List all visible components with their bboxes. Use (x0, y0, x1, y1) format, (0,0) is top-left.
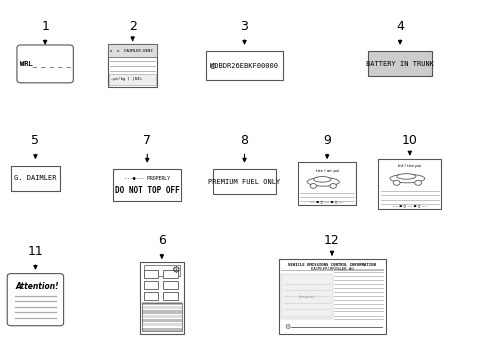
Text: DO NOT TOP OFF: DO NOT TOP OFF (115, 186, 179, 195)
Bar (142, 310, 182, 314)
Text: ---●--- PROPERLY: ---●--- PROPERLY (124, 176, 170, 181)
Bar (212, 169, 276, 194)
Text: Attention!: Attention! (15, 282, 59, 291)
Text: e  n  DAIMLER-BENZ: e n DAIMLER-BENZ (110, 49, 152, 53)
Ellipse shape (389, 174, 424, 183)
Bar (142, 319, 182, 322)
Text: WDBDR26EBKF00000: WDBDR26EBKF00000 (210, 63, 278, 69)
Text: 1: 1 (41, 20, 49, 33)
Text: ---- ● ○ ---- ● ○ ----: ---- ● ○ ---- ● ○ ---- (310, 200, 344, 204)
Bar (142, 315, 182, 318)
Bar (108, 44, 157, 87)
Circle shape (329, 184, 336, 188)
Bar (108, 44, 157, 57)
Text: 6: 6 (158, 234, 165, 247)
Bar (143, 270, 158, 278)
Bar (142, 306, 182, 309)
Bar (142, 323, 182, 327)
Bar (377, 158, 441, 208)
Bar (143, 281, 158, 289)
Bar (368, 51, 431, 76)
Bar (163, 292, 178, 300)
Ellipse shape (306, 177, 339, 186)
Bar (163, 281, 178, 289)
Text: DAIMLERCHRYSLER AG: DAIMLERCHRYSLER AG (310, 267, 353, 271)
Bar (142, 303, 182, 331)
Circle shape (309, 184, 316, 188)
FancyBboxPatch shape (17, 45, 73, 83)
Bar (11, 166, 60, 191)
Bar (143, 265, 180, 276)
Text: 12: 12 (324, 234, 339, 247)
Text: 10: 10 (401, 134, 417, 147)
Bar (142, 302, 182, 305)
Text: tire / air psi: tire / air psi (315, 168, 338, 172)
FancyBboxPatch shape (7, 274, 63, 326)
Text: 2: 2 (128, 20, 136, 33)
Bar (113, 169, 181, 202)
Ellipse shape (396, 174, 415, 179)
Text: WRL_ _ _ _ _: WRL_ _ _ _ _ (20, 60, 70, 67)
Text: 5: 5 (31, 134, 40, 147)
Bar (205, 51, 283, 80)
Text: 9: 9 (323, 134, 330, 147)
Text: G. DAIMLER: G. DAIMLER (14, 175, 57, 181)
Text: ○: ○ (209, 63, 215, 69)
Bar (140, 262, 183, 334)
Text: ---- ● ○ ---- ● ○ ----: ---- ● ○ ---- ● ○ ---- (392, 203, 426, 207)
Text: 4: 4 (395, 20, 403, 33)
Text: —pt/kg | |04%: —pt/kg | |04% (111, 77, 142, 81)
Text: ⚙: ⚙ (284, 324, 290, 330)
Bar (297, 162, 356, 205)
Text: PREMIUM FUEL ONLY: PREMIUM FUEL ONLY (208, 179, 280, 185)
Ellipse shape (313, 176, 330, 182)
Circle shape (414, 180, 421, 185)
Bar (278, 258, 385, 334)
Text: BATTERY IN TRUNK: BATTERY IN TRUNK (366, 61, 433, 67)
Text: ⚙: ⚙ (171, 265, 180, 275)
Text: [engine]: [engine] (298, 295, 315, 299)
Text: 11: 11 (27, 245, 43, 258)
Text: Inf / tire psi: Inf / tire psi (397, 164, 421, 168)
Text: VEHICLE EMISSIONS CONTROL INFORMATION: VEHICLE EMISSIONS CONTROL INFORMATION (287, 263, 375, 267)
Text: 8: 8 (240, 134, 248, 147)
Text: 3: 3 (240, 20, 248, 33)
Bar (109, 73, 156, 85)
Text: WRL_ _ _ _ _: WRL_ _ _ _ _ (20, 60, 70, 67)
Circle shape (392, 180, 399, 185)
Bar (143, 292, 158, 300)
Bar (281, 274, 332, 319)
Bar (163, 270, 178, 278)
Text: 7: 7 (143, 134, 151, 147)
Bar (142, 328, 182, 331)
